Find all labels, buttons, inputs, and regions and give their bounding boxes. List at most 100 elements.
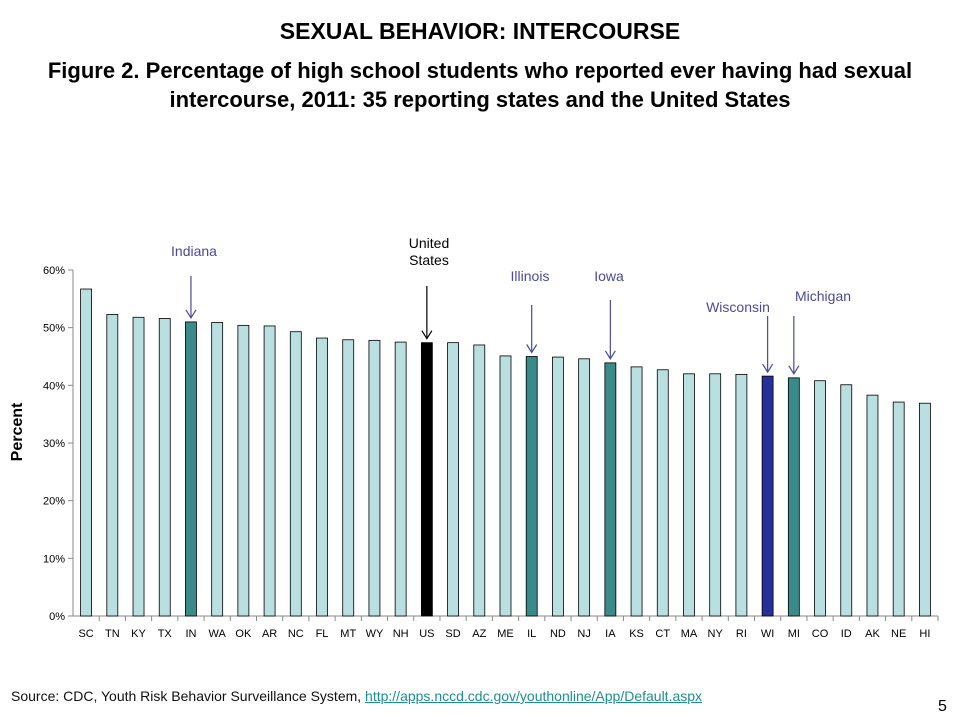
x-tick-labels: SC TN KY TX IN WA OK AR NC FL MT WY NH US SD AZ ME IL ND NJ…: [78, 628, 930, 640]
bar-ia: [604, 362, 617, 617]
annotation-label: United: [409, 235, 449, 251]
x-tick-label: NH: [393, 628, 409, 640]
x-tick-label: MA: [681, 628, 698, 640]
x-tick-label: US: [419, 628, 434, 640]
bar-us: [420, 342, 433, 617]
y-tick-label: 0%: [49, 611, 65, 623]
x-tick-label: NE: [891, 628, 906, 640]
x-tick-label: IN: [185, 628, 196, 640]
bar-az: [473, 344, 486, 617]
slide-heading: SEXUAL BEHAVIOR: INTERCOURSE: [279, 18, 681, 44]
annotation-label: Wisconsin: [706, 299, 770, 315]
bar-nc: [289, 331, 302, 617]
y-tick-label: 20%: [43, 496, 65, 508]
annotation-label: States: [409, 252, 449, 268]
bar-nj: [578, 358, 591, 617]
x-tick-label: KS: [629, 628, 644, 640]
bar-sc: [80, 288, 93, 617]
x-tick-label: TX: [158, 628, 173, 640]
annotation-mi: Michigan: [788, 288, 851, 375]
bar-ar: [263, 325, 276, 617]
x-tick-label: RI: [736, 628, 747, 640]
bar-fl: [316, 337, 328, 617]
bar-me: [499, 355, 512, 617]
page-number: 5: [938, 698, 947, 715]
bar-hi: [918, 402, 931, 617]
x-tick-label: SD: [445, 628, 460, 640]
source-note: Source: CDC, Youth Risk Behavior Surveil…: [11, 688, 702, 704]
x-tick-label: AR: [262, 628, 277, 640]
x-tick-label: IA: [605, 628, 616, 640]
bar-nd: [552, 356, 564, 617]
bar-nh: [394, 341, 407, 617]
bar-co: [814, 380, 826, 617]
annotation-arrow-head: [421, 330, 433, 340]
bar-mi: [787, 377, 800, 617]
bar-ok: [237, 324, 250, 617]
bar-ky: [132, 316, 145, 617]
x-tick-label: AK: [865, 628, 880, 640]
bar-ri: [735, 373, 748, 617]
annotation-label: Michigan: [795, 288, 851, 304]
y-tick-label: 50%: [43, 323, 65, 335]
annotation-label: Indiana: [171, 243, 217, 259]
x-tick-label: NC: [288, 628, 304, 640]
x-tick-label: OK: [235, 628, 252, 640]
bar-wy: [368, 339, 381, 617]
bar-ct: [656, 369, 669, 617]
annotation-ia: Iowa: [594, 268, 624, 360]
bar-sd: [447, 342, 459, 617]
x-tick-label: MT: [340, 628, 356, 640]
y-tick-label: 40%: [43, 380, 65, 392]
bar-il: [525, 356, 538, 617]
x-tick-label: WI: [761, 628, 774, 640]
x-tick-label: MI: [788, 628, 800, 640]
y-tick-label: 10%: [43, 553, 65, 565]
bar-ny: [709, 373, 722, 617]
x-tick-label: FL: [316, 628, 329, 640]
y-axis-label: Percent: [9, 402, 26, 461]
annotation-wi: Wisconsin: [706, 299, 774, 374]
annotation-label: Iowa: [594, 268, 624, 284]
x-tick-label: AZ: [472, 628, 486, 640]
x-tick-label: SC: [78, 628, 93, 640]
annotation-arrow-head: [526, 344, 538, 354]
x-tick-label: HI: [919, 628, 930, 640]
annotation-arrow-head: [604, 350, 616, 360]
x-tick-label: NJ: [577, 628, 590, 640]
bar-wi: [761, 375, 774, 617]
y-tick-label: 60%: [43, 265, 65, 277]
x-tick-label: WY: [366, 628, 384, 640]
source-link[interactable]: http://apps.nccd.cdc.gov/youthonline/App…: [365, 688, 703, 704]
y-tick-label: 30%: [43, 438, 65, 450]
x-tick-label: NY: [708, 628, 724, 640]
bar-ks: [630, 366, 643, 617]
x-tick-label: WA: [209, 628, 227, 640]
source-text: Source: CDC, Youth Risk Behavior Surveil…: [11, 688, 366, 704]
bar-ak: [866, 394, 879, 617]
x-tick-label: ME: [497, 628, 514, 640]
x-tick-label: KY: [131, 628, 146, 640]
x-tick-label: ID: [841, 628, 852, 640]
annotation-il: Illinois: [511, 268, 550, 354]
x-tick-label: CO: [812, 628, 829, 640]
x-tick-label: ND: [550, 628, 566, 640]
annotation-label: Illinois: [511, 268, 550, 284]
bar-in: [185, 321, 197, 617]
annotation-in: Indiana: [171, 243, 217, 320]
bar-ne: [892, 401, 905, 617]
x-tick-label: TN: [105, 628, 120, 640]
bar-ma: [683, 373, 695, 617]
y-tick-labels: 0% 10% 20% 30% 40% 50% 60%: [43, 265, 65, 623]
bar-wa: [211, 322, 224, 617]
figure-title: Figure 2. Percentage of high school stud…: [47, 58, 913, 112]
bar-tx: [158, 318, 171, 617]
bar-tn: [106, 314, 119, 617]
x-tick-label: CT: [655, 628, 670, 640]
bar-id: [840, 384, 853, 617]
x-tick-label: IL: [527, 628, 536, 640]
bar-chart: SC TN KY TX IN WA OK AR NC FL MT WY NH US SD AZ ME IL ND NJ…: [9, 235, 939, 640]
annotation-arrow-head: [762, 363, 774, 374]
